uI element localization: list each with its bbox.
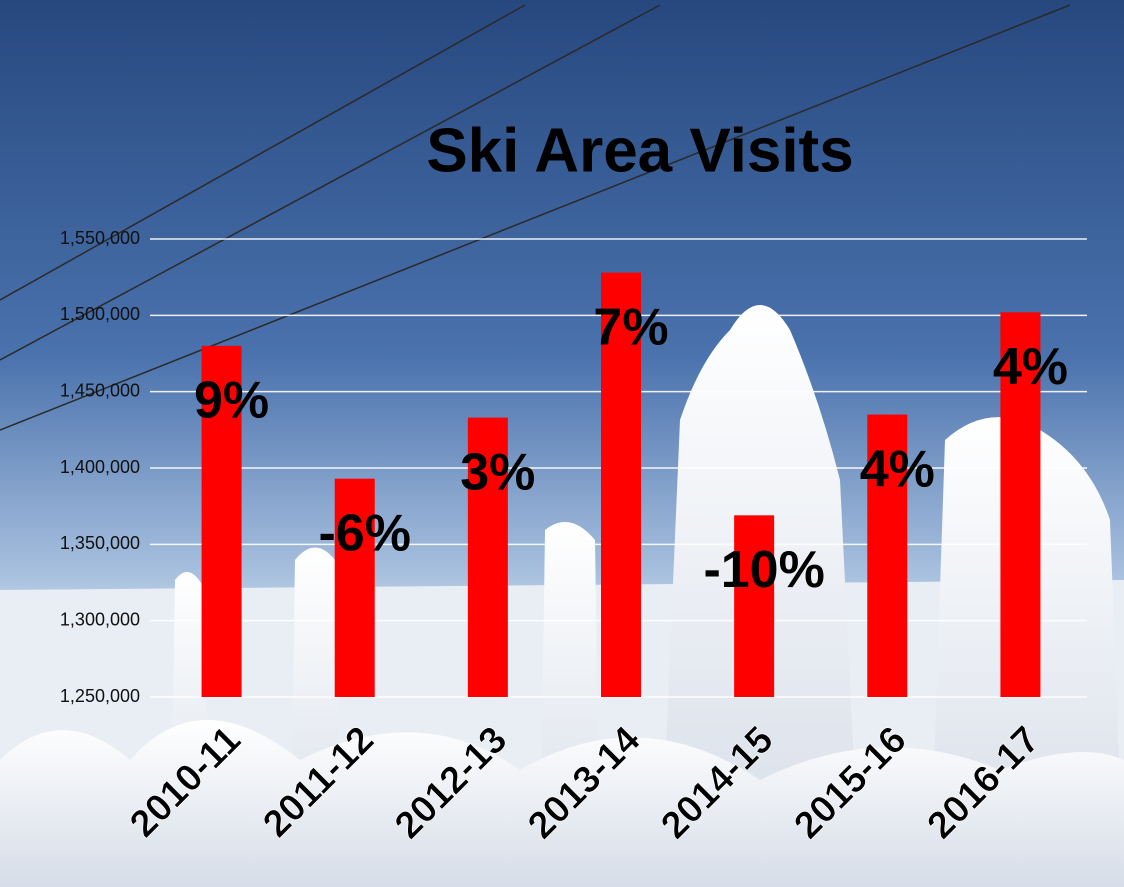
bar	[201, 345, 242, 697]
cables	[0, 4, 1071, 431]
y-tick-label: 1,500,000	[60, 304, 140, 324]
annotation: -10%	[703, 541, 824, 599]
scenery	[0, 305, 1124, 887]
y-tick-label: 1,350,000	[60, 533, 140, 553]
bar	[467, 417, 508, 697]
y-tick-label: 1,400,000	[60, 457, 140, 477]
y-tick-label: 1,250,000	[60, 686, 140, 706]
y-tick-label: 1,300,000	[60, 609, 140, 629]
chart-title: Ski Area Visits	[426, 116, 853, 185]
y-tick-label: 1,450,000	[60, 380, 140, 400]
bar	[334, 478, 375, 697]
bar	[1000, 312, 1041, 697]
annotation: 4%	[860, 440, 935, 498]
annotation: 4%	[993, 338, 1068, 396]
bar	[601, 272, 641, 697]
annotation: 9%	[194, 372, 269, 430]
bar	[734, 515, 775, 697]
bar	[867, 414, 908, 697]
y-tick-label: 1,550,000	[60, 228, 140, 248]
annotation: 7%	[593, 298, 668, 356]
annotation: -6%	[318, 504, 410, 562]
annotation: 3%	[460, 443, 535, 501]
